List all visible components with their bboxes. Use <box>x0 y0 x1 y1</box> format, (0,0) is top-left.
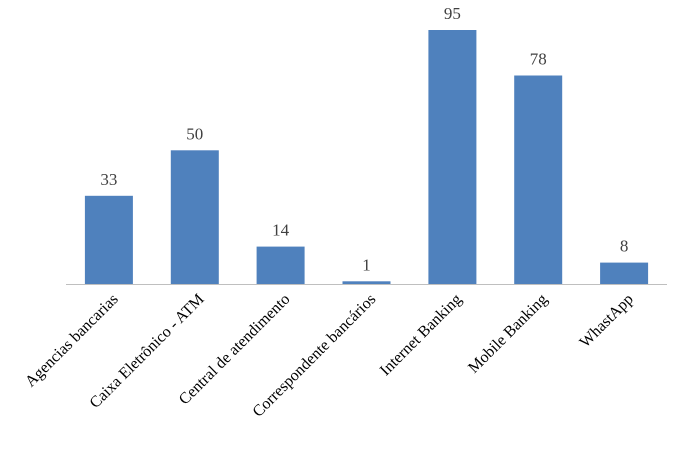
bar-4 <box>428 30 477 284</box>
bar-5 <box>514 75 563 284</box>
data-label-3: 1 <box>362 255 371 274</box>
x-tick-label-4: Internet Banking <box>377 291 465 379</box>
data-label-1: 50 <box>186 124 203 143</box>
bar-1 <box>170 150 219 284</box>
bar-6 <box>600 262 649 284</box>
x-tick-label-5: Mobile Banking <box>465 291 551 377</box>
bar-0 <box>84 195 133 284</box>
bar-2 <box>256 246 305 284</box>
data-label-6: 8 <box>620 237 629 256</box>
x-tick-label-0: Agencias bancarias <box>22 291 122 391</box>
x-tick-label-6: WhastApp <box>577 291 637 351</box>
bars-group <box>84 30 649 284</box>
bar-3 <box>342 281 391 284</box>
data-label-2: 14 <box>272 221 290 240</box>
data-label-0: 33 <box>100 170 117 189</box>
data-label-5: 78 <box>530 50 547 69</box>
data-label-4: 95 <box>444 4 461 23</box>
data-labels-group: 33 50 14 1 95 78 8 <box>100 4 628 274</box>
